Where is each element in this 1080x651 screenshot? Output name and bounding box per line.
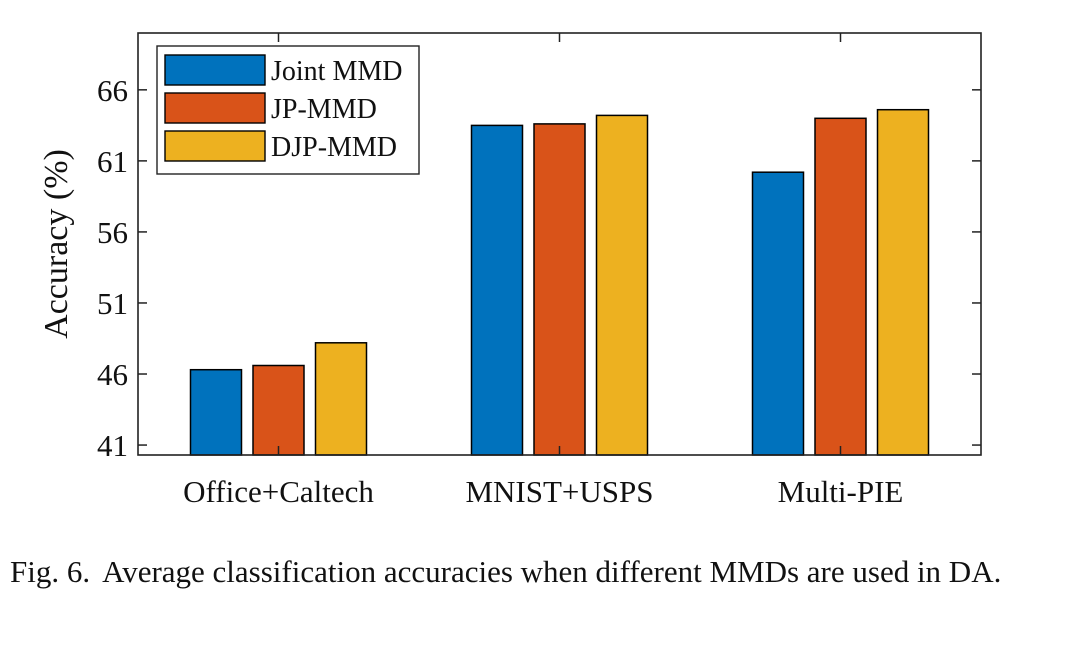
legend-swatch-jp-mmd: [164, 92, 266, 124]
legend-label-jp-mmd: JP-MMD: [271, 94, 377, 125]
legend-swatch-joint-mmd: [164, 54, 266, 86]
ticks-layer: 41 46 51 56 61 66 Office+Caltech MNIST+USPS Mult…: [97, 33, 981, 509]
bar-multi-pie-djp-mmd: [876, 108, 930, 456]
figure-caption: Fig. 6. Average classification accuracies…: [10, 553, 1068, 591]
bar-chart: 41 46 51 56 61 66 Office+Caltech MNIST+USPS Mult…: [38, 32, 982, 509]
y-tick-label: 61: [97, 144, 128, 179]
x-tick-label-multi-pie: Multi-PIE: [778, 474, 904, 509]
caption-text: Average classification accuracies when d…: [102, 554, 1002, 589]
y-tick-label: 46: [97, 357, 128, 392]
bar-mnist-usps-djp-mmd: [595, 114, 649, 456]
bar-office-caltech-djp-mmd: [314, 342, 368, 456]
x-tick-label-mnist-usps: MNIST+USPS: [465, 474, 653, 509]
legend-swatch-djp-mmd: [164, 130, 266, 162]
y-tick-label: 51: [97, 286, 128, 321]
caption-label: Fig. 6.: [10, 554, 91, 589]
legend: Joint MMD JP-MMD DJP-MMD: [156, 45, 420, 175]
legend-label-djp-mmd: DJP-MMD: [271, 132, 397, 163]
bars-layer: [189, 108, 930, 456]
bar-multi-pie-joint-mmd: [751, 171, 805, 456]
bar-office-caltech-jp-mmd: [252, 364, 305, 456]
bar-mnist-usps-jp-mmd: [533, 123, 586, 456]
y-axis-label: Accuracy (%): [38, 149, 75, 339]
y-tick-label: 41: [97, 428, 128, 463]
y-tick-label: 66: [97, 73, 128, 108]
bar-mnist-usps-joint-mmd: [470, 124, 524, 456]
x-tick-label-office-caltech: Office+Caltech: [183, 474, 374, 509]
bar-office-caltech-joint-mmd: [189, 368, 243, 456]
bar-multi-pie-jp-mmd: [814, 117, 867, 456]
legend-label-joint-mmd: Joint MMD: [271, 56, 402, 87]
y-tick-label: 56: [97, 215, 128, 250]
